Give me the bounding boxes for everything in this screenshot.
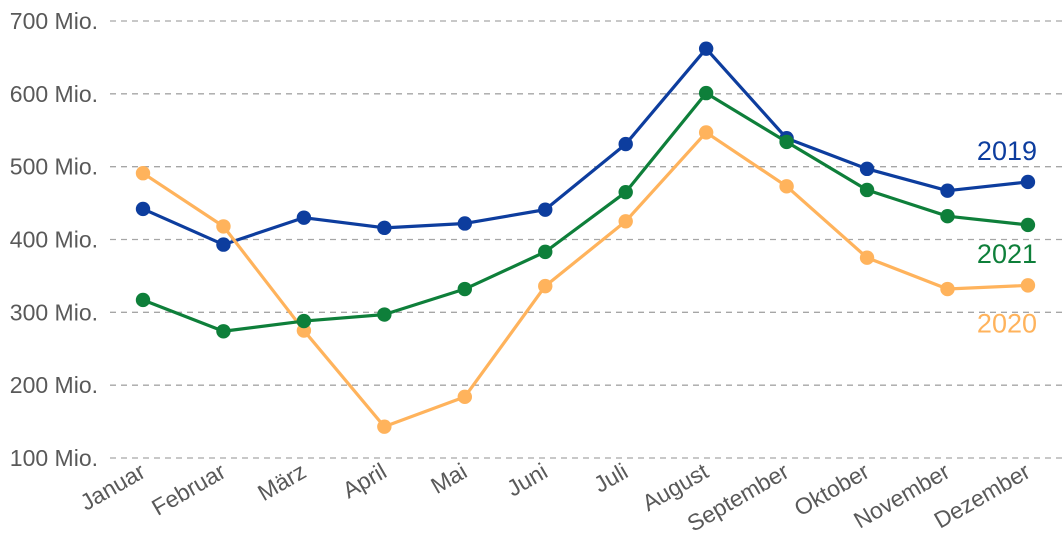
data-point (618, 184, 633, 200)
data-point (135, 166, 151, 181)
data-point (940, 183, 955, 198)
x-tick-label: März (253, 458, 310, 506)
data-point (296, 210, 312, 225)
data-point (216, 237, 231, 252)
series-line (142, 47, 1029, 247)
series-line (142, 130, 1029, 429)
data-point (859, 250, 875, 265)
data-point (859, 182, 875, 198)
data-point (135, 292, 151, 308)
x-tick-label: Juni (502, 458, 552, 502)
y-tick-label: 200 Mio. (10, 372, 98, 398)
x-tick-label: April (338, 458, 391, 504)
data-point (216, 324, 231, 339)
data-point (216, 219, 231, 234)
series-labels: 2019 2020 2021 (977, 136, 1037, 338)
data-point (296, 313, 312, 329)
y-tick-label: 300 Mio. (10, 299, 98, 325)
data-point (698, 85, 714, 101)
data-point (698, 41, 714, 56)
series-label-2021: 2021 (977, 239, 1037, 269)
data-point (377, 419, 392, 434)
data-point (377, 307, 392, 322)
data-point (538, 202, 553, 217)
data-point (135, 201, 151, 217)
data-point (779, 134, 794, 150)
data-point (457, 389, 472, 405)
series-group (135, 41, 1036, 434)
y-tick-label: 400 Mio. (10, 227, 98, 253)
y-tick-label: 700 Mio. (10, 8, 98, 34)
y-tick-label: 100 Mio. (10, 445, 98, 471)
data-point (457, 216, 472, 231)
data-point (779, 179, 794, 194)
grid-lines (110, 20, 1062, 459)
x-tick-label: Juli (589, 458, 632, 498)
data-point (538, 244, 553, 260)
series-label-2019: 2019 (977, 136, 1037, 166)
data-point (1020, 278, 1036, 293)
data-point (1020, 217, 1036, 233)
series-2020 (135, 125, 1036, 434)
x-tick-label: Mai (426, 458, 471, 499)
y-tick-label: 600 Mio. (10, 81, 98, 107)
data-point (618, 214, 633, 229)
data-point (377, 220, 392, 236)
data-point (698, 125, 714, 140)
series-2021 (135, 85, 1036, 339)
data-point (457, 281, 472, 297)
data-point (618, 136, 633, 152)
data-point (940, 208, 955, 224)
data-point (1020, 174, 1036, 190)
x-tick-label: Februar (147, 458, 230, 521)
series-line (142, 91, 1029, 333)
series-label-2020: 2020 (977, 308, 1037, 338)
data-point (940, 281, 955, 297)
y-axis-tick-labels: 100 Mio. 200 Mio. 300 Mio. 400 Mio. 500 Mio.… (10, 8, 98, 471)
data-point (859, 161, 875, 177)
y-tick-label: 500 Mio. (10, 154, 98, 180)
data-point (538, 278, 553, 294)
